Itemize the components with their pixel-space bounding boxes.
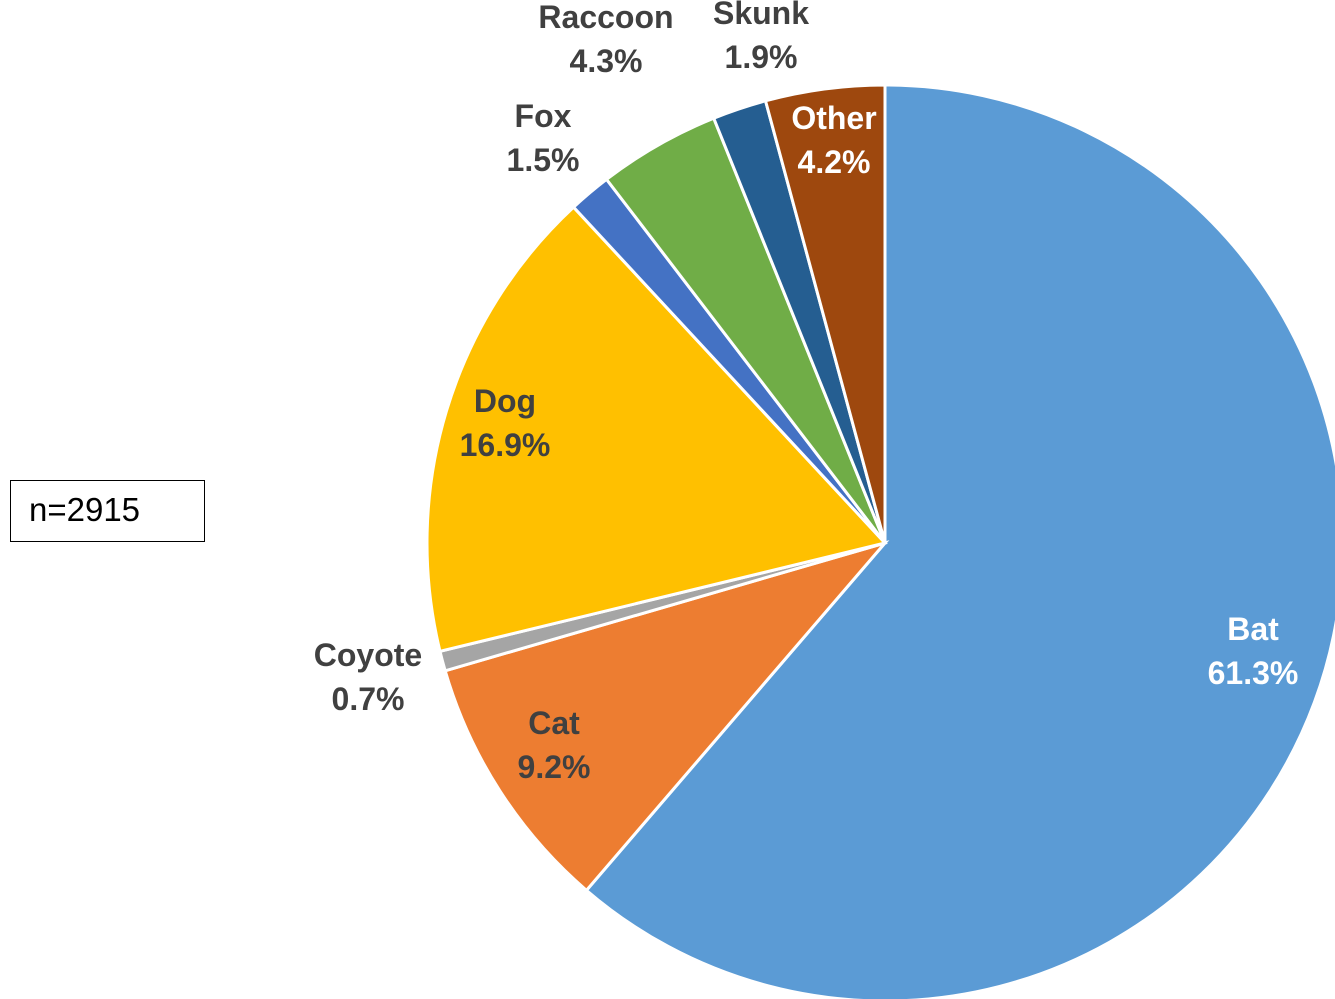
slice-other — [763, 83, 887, 544]
slice-name-raccoon: Raccoon — [538, 0, 673, 35]
slice-name-other: Other — [791, 100, 876, 136]
slice-name-bat: Bat — [1227, 611, 1279, 647]
slice-label-coyote: Coyote 0.7% — [314, 637, 422, 717]
slice-label-raccoon: Raccoon 4.3% — [538, 0, 673, 79]
slice-percent-dog: 16.9% — [460, 427, 551, 463]
slice-name-coyote: Coyote — [314, 637, 422, 673]
slice-percent-cat: 9.2% — [518, 749, 591, 785]
slice-percent-bat: 61.3% — [1208, 655, 1299, 691]
slice-percent-skunk: 1.9% — [725, 39, 798, 75]
slice-percent-coyote: 0.7% — [332, 681, 405, 717]
pie-slices — [425, 83, 1335, 999]
slice-bat — [584, 83, 1335, 999]
slice-label-skunk: Skunk 1.9% — [713, 0, 809, 75]
slice-label-cat: Cat 9.2% — [518, 705, 591, 785]
slice-label-other: Other 4.2% — [791, 100, 876, 180]
slice-label-bat: Bat 61.3% — [1208, 611, 1299, 691]
slice-label-fox: Fox 1.5% — [507, 98, 580, 178]
slice-cat — [443, 540, 890, 893]
sample-size-text: n=2915 — [29, 491, 141, 528]
sample-size-box: n=2915 — [10, 480, 205, 542]
slice-name-cat: Cat — [528, 705, 580, 741]
slice-name-dog: Dog — [474, 383, 536, 419]
slice-dog — [425, 205, 888, 654]
pie-labels: Bat 61.3% Cat 9.2% Coyote 0.7% Dog 16.9% Fox 1.5%… — [314, 0, 1299, 785]
slice-percent-raccoon: 4.3% — [570, 43, 643, 79]
slice-percent-fox: 1.5% — [507, 142, 580, 178]
slice-percent-other: 4.2% — [798, 144, 871, 180]
slice-name-fox: Fox — [515, 98, 572, 134]
slice-label-dog: Dog 16.9% — [460, 383, 551, 463]
slice-name-skunk: Skunk — [713, 0, 809, 31]
